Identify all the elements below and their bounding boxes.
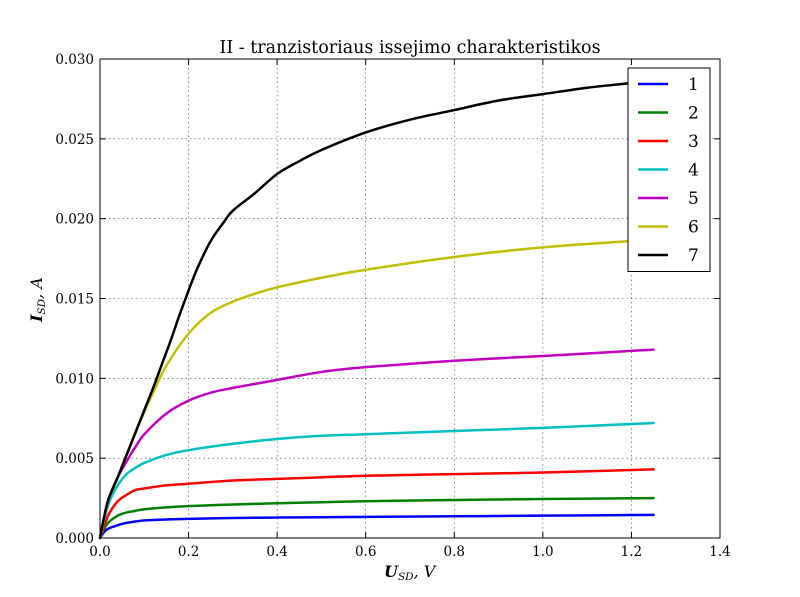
legend: 1 2 3 4 5 6 7 [627,67,711,272]
y-axis-label: ISD, A [27,277,48,323]
legend-label-1: 1 [688,75,699,95]
plot-frame [99,58,721,539]
y-tick-label: 0.030 [55,52,94,68]
grid [99,58,721,539]
series-line-3 [98,468,655,540]
x-tick-label: 0.0 [89,544,110,560]
axis-ticks: 0.0 0.2 0.4 0.6 0.8 1.0 1.2 1.4 0.000 0.005 0.010 0… [55,52,730,560]
x-tick-label: 1.0 [532,544,553,560]
chart-title: II - tranzistoriaus issejimo charakteris… [219,38,600,58]
x-tick-label: 0.2 [178,544,199,560]
y-tick-label: 0.005 [55,451,94,467]
x-tick-label: 0.6 [355,544,376,560]
legend-label-2: 2 [688,104,699,124]
series-line-5 [98,348,655,540]
y-tick-label: 0.015 [55,292,94,308]
series-line-2 [98,496,655,540]
x-axis-label-unit: , V [414,562,437,581]
y-axis-label-unit: , A [27,277,46,299]
y-tick-label: 0.025 [55,132,94,148]
legend-label-7: 7 [688,246,699,266]
series-line-4 [98,421,655,540]
series-line-7 [98,78,655,540]
x-axis-label-main: U [384,562,399,581]
series-line-6 [98,238,655,540]
x-axis-label: USD, V [384,562,437,583]
y-tick-label: 0.020 [55,212,94,228]
series-lines [98,78,655,540]
legend-label-6: 6 [688,218,699,238]
y-tick-label: 0.000 [55,531,94,547]
y-axis-label-main: I [27,314,46,323]
series-line-1 [98,513,655,540]
legend-label-3: 3 [688,132,699,152]
y-axis-label-sub: SD [36,298,48,314]
y-tick-label: 0.010 [55,371,94,387]
legend-label-4: 4 [688,161,699,181]
x-tick-label: 1.4 [709,544,730,560]
legend-label-5: 5 [688,189,699,209]
x-tick-label: 0.4 [266,544,287,560]
x-tick-label: 1.2 [621,544,642,560]
x-tick-label: 0.8 [444,544,465,560]
x-axis-label-sub: SD [398,571,414,583]
